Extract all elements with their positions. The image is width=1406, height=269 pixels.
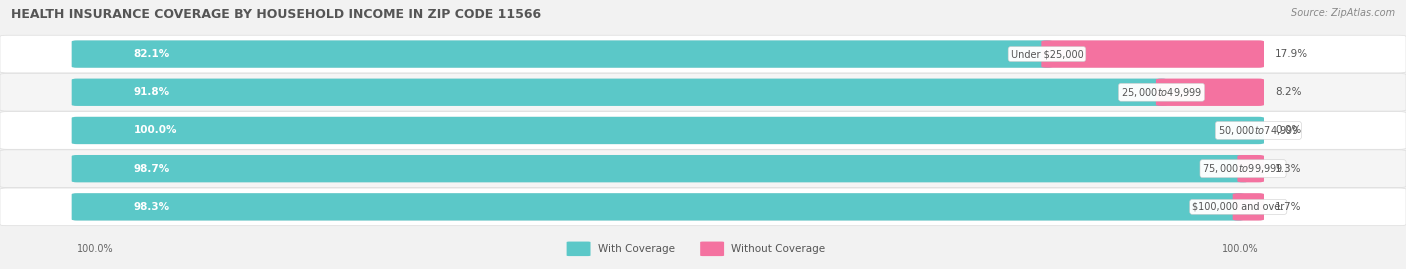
- FancyBboxPatch shape: [1233, 193, 1264, 221]
- FancyBboxPatch shape: [0, 188, 1406, 226]
- FancyBboxPatch shape: [72, 193, 1264, 221]
- Text: 17.9%: 17.9%: [1275, 49, 1309, 59]
- FancyBboxPatch shape: [0, 112, 1406, 149]
- FancyBboxPatch shape: [72, 155, 1249, 182]
- Text: 98.3%: 98.3%: [134, 202, 170, 212]
- FancyBboxPatch shape: [1042, 40, 1264, 68]
- Text: $50,000 to $74,999: $50,000 to $74,999: [1218, 124, 1299, 137]
- Text: 0.0%: 0.0%: [1275, 125, 1302, 136]
- Text: Under $25,000: Under $25,000: [1011, 49, 1084, 59]
- Text: With Coverage: With Coverage: [598, 244, 675, 254]
- FancyBboxPatch shape: [1156, 79, 1264, 106]
- Text: 1.3%: 1.3%: [1275, 164, 1302, 174]
- Text: $25,000 to $49,999: $25,000 to $49,999: [1121, 86, 1202, 99]
- Text: 8.2%: 8.2%: [1275, 87, 1302, 97]
- Text: 82.1%: 82.1%: [134, 49, 170, 59]
- Text: 100.0%: 100.0%: [1222, 244, 1258, 254]
- Text: $100,000 and over: $100,000 and over: [1192, 202, 1285, 212]
- Text: 1.7%: 1.7%: [1275, 202, 1302, 212]
- FancyBboxPatch shape: [567, 242, 591, 256]
- FancyBboxPatch shape: [1237, 155, 1264, 182]
- Text: Source: ZipAtlas.com: Source: ZipAtlas.com: [1291, 8, 1395, 18]
- FancyBboxPatch shape: [72, 79, 1264, 106]
- FancyBboxPatch shape: [72, 193, 1244, 221]
- Text: 100.0%: 100.0%: [134, 125, 177, 136]
- FancyBboxPatch shape: [700, 242, 724, 256]
- Text: HEALTH INSURANCE COVERAGE BY HOUSEHOLD INCOME IN ZIP CODE 11566: HEALTH INSURANCE COVERAGE BY HOUSEHOLD I…: [11, 8, 541, 21]
- FancyBboxPatch shape: [72, 117, 1264, 144]
- FancyBboxPatch shape: [0, 73, 1406, 111]
- Text: $75,000 to $99,999: $75,000 to $99,999: [1202, 162, 1284, 175]
- Text: 91.8%: 91.8%: [134, 87, 170, 97]
- Text: 100.0%: 100.0%: [77, 244, 114, 254]
- FancyBboxPatch shape: [0, 150, 1406, 187]
- FancyBboxPatch shape: [72, 117, 1264, 144]
- FancyBboxPatch shape: [72, 155, 1264, 182]
- Text: 98.7%: 98.7%: [134, 164, 170, 174]
- FancyBboxPatch shape: [72, 79, 1167, 106]
- Text: Without Coverage: Without Coverage: [731, 244, 825, 254]
- FancyBboxPatch shape: [72, 40, 1264, 68]
- FancyBboxPatch shape: [0, 35, 1406, 73]
- FancyBboxPatch shape: [72, 40, 1053, 68]
